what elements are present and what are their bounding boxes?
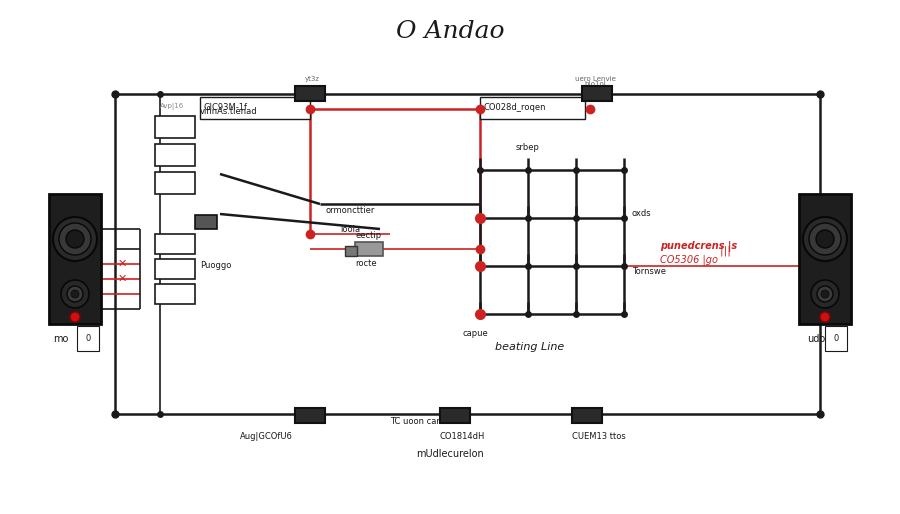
Circle shape — [817, 286, 833, 302]
Bar — [155, 116, 195, 138]
Text: 0: 0 — [85, 334, 90, 343]
Text: ✕: ✕ — [117, 259, 127, 269]
Bar — [155, 172, 195, 194]
Bar — [200, 97, 310, 119]
Bar — [355, 242, 383, 256]
Text: CUEM13 ttos: CUEM13 ttos — [572, 432, 625, 441]
Text: Puoggo: Puoggo — [200, 262, 231, 270]
Text: mUdlecurelon: mUdlecurelon — [416, 449, 484, 459]
Circle shape — [61, 280, 89, 308]
Text: CO5306 |go: CO5306 |go — [660, 255, 718, 265]
Bar — [155, 259, 195, 279]
Text: 0: 0 — [833, 334, 838, 343]
Text: O Andao: O Andao — [396, 21, 504, 44]
Text: udo: udo — [807, 334, 825, 344]
Circle shape — [67, 286, 83, 302]
Text: Avp|16: Avp|16 — [160, 103, 184, 111]
Text: CO028d_roqen: CO028d_roqen — [484, 102, 546, 112]
Bar — [799, 194, 851, 324]
Bar — [582, 86, 612, 101]
Circle shape — [71, 290, 79, 298]
Bar — [155, 144, 195, 166]
Text: 1: 1 — [310, 86, 314, 92]
Text: punedcrens |s: punedcrens |s — [660, 241, 737, 251]
Bar — [295, 408, 325, 423]
Text: TC uoon carnes: TC uoon carnes — [390, 416, 454, 426]
Bar — [440, 408, 470, 423]
Text: capue: capue — [462, 329, 488, 338]
Circle shape — [811, 280, 839, 308]
Text: b|o1oi: b|o1oi — [584, 81, 606, 88]
Text: CO1814dH: CO1814dH — [440, 432, 485, 441]
Text: yt3z: yt3z — [304, 76, 320, 82]
Circle shape — [809, 223, 841, 255]
Bar — [295, 86, 325, 101]
Circle shape — [820, 312, 830, 322]
Text: oxds: oxds — [632, 209, 652, 217]
Bar — [49, 194, 101, 324]
Text: ✕: ✕ — [117, 274, 127, 284]
Bar — [155, 284, 195, 304]
Text: eectip: eectip — [355, 231, 381, 240]
Circle shape — [66, 230, 84, 248]
Text: vihnAs.tlenad: vihnAs.tlenad — [200, 107, 257, 117]
Bar — [155, 234, 195, 254]
Text: loola: loola — [340, 225, 360, 234]
Text: srbep: srbep — [516, 143, 540, 152]
Bar — [480, 97, 585, 119]
Text: |||: ||| — [720, 246, 734, 256]
Circle shape — [53, 217, 97, 261]
Circle shape — [821, 290, 829, 298]
Text: beating Line: beating Line — [495, 342, 564, 352]
Circle shape — [803, 217, 847, 261]
Text: ormoncttier: ormoncttier — [325, 206, 374, 215]
Bar — [345, 246, 357, 256]
Text: mo: mo — [53, 334, 68, 344]
Circle shape — [59, 223, 91, 255]
Text: GIC93M-1f: GIC93M-1f — [204, 102, 248, 112]
Text: Tornswe: Tornswe — [632, 266, 666, 276]
Circle shape — [816, 230, 834, 248]
Bar — [572, 408, 602, 423]
Circle shape — [70, 312, 80, 322]
Bar — [195, 215, 217, 229]
Text: uero Lenvie: uero Lenvie — [574, 76, 616, 82]
Text: Aug|GCOfU6: Aug|GCOfU6 — [240, 432, 292, 441]
Text: rocte: rocte — [355, 259, 376, 268]
